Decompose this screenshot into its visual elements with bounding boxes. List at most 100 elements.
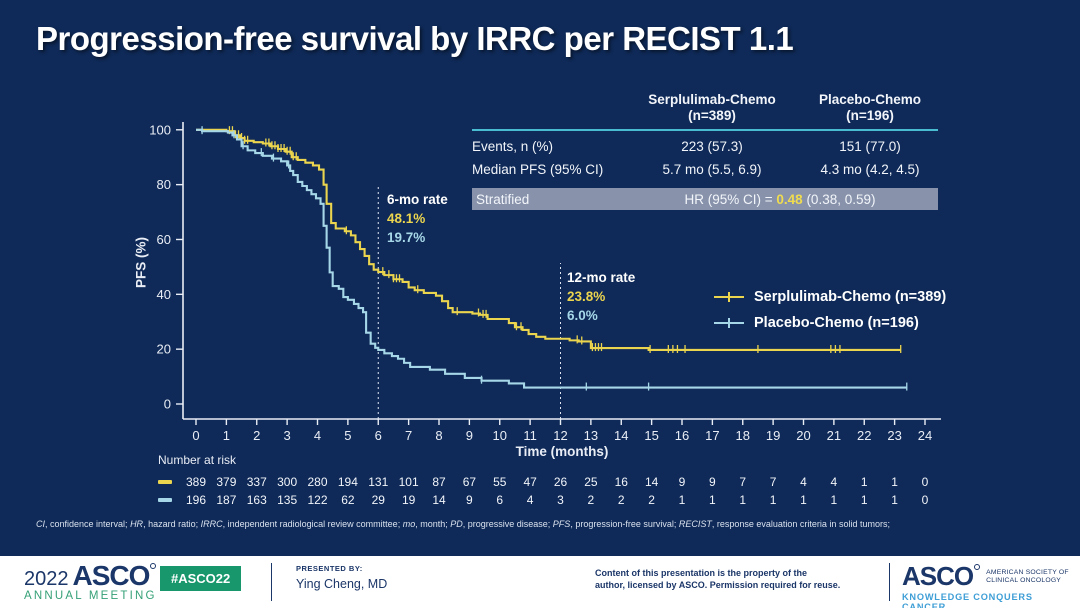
risk-count: 163	[246, 493, 267, 507]
column-header-serplulimab: Serplulimab-Chemo (n=389)	[648, 92, 776, 123]
annotation-12-month-rate: 12-mo rate 23.8% 6.0%	[567, 270, 636, 323]
stratified-label: Stratified	[476, 191, 530, 207]
risk-count: 67	[462, 475, 477, 489]
risk-count: 187	[216, 493, 237, 507]
annotation-6-month-rate: 6-mo rate 48.1% 19.7%	[387, 192, 448, 245]
x-tick-label: 22	[857, 428, 871, 443]
risk-count: 389	[185, 475, 207, 489]
risk-count: 135	[277, 493, 298, 507]
x-tick-label: 16	[675, 428, 689, 443]
events-placebo: 151 (77.0)	[839, 139, 901, 154]
presented-by-block: PRESENTED BY: Ying Cheng, MD	[296, 564, 387, 591]
table-header-rule	[472, 129, 938, 131]
legend-item-placebo: Placebo-Chemo (n=196)	[714, 310, 946, 336]
risk-count: 87	[432, 475, 446, 489]
risk-count: 1	[891, 493, 898, 507]
x-tick-label: 1	[223, 428, 230, 443]
serplulimab-line-swatch	[714, 291, 744, 303]
risk-count: 1	[739, 493, 747, 507]
y-tick-label: 0	[164, 397, 171, 412]
x-axis-title: Time (months)	[515, 444, 609, 459]
y-tick-label: 80	[157, 177, 171, 192]
legend-item-serplulimab: Serplulimab-Chemo (n=389)	[714, 284, 946, 310]
x-tick-label: 12	[553, 428, 567, 443]
risk-count: 379	[216, 475, 237, 489]
x-tick-label: 20	[796, 428, 810, 443]
risk-count: 1	[891, 475, 898, 489]
results-table: Serplulimab-Chemo (n=389) Placebo-Chemo …	[472, 92, 938, 210]
risk-count: 2	[648, 493, 655, 507]
risk-count: 4	[800, 475, 807, 489]
risk-count: 9	[466, 493, 473, 507]
risk-count: 131	[368, 475, 389, 489]
risk-row-marker-1	[158, 498, 172, 502]
y-tick-label: 20	[157, 342, 171, 357]
risk-count: 19	[401, 493, 416, 507]
rate-6mo-placebo: 19.7%	[387, 230, 426, 245]
asco-annual-meeting-logo: 2022 ASCO ANNUAL MEETING	[24, 560, 157, 602]
society-name: AMERICAN SOCIETY OF CLINICAL ONCOLOGY	[986, 568, 1069, 584]
registered-mark	[150, 563, 157, 569]
copyright-notice: Content of this presentation is the prop…	[595, 568, 841, 590]
risk-count: 300	[277, 475, 298, 489]
x-tick-label: 13	[584, 428, 598, 443]
risk-count: 9	[709, 475, 716, 489]
presented-by-label: PRESENTED BY:	[296, 564, 363, 573]
hashtag-badge: #ASCO22	[160, 566, 242, 591]
column-header-placebo: Placebo-Chemo (n=196)	[818, 92, 922, 123]
median-pfs-serplulimab: 5.7 mo (5.5, 6.9)	[662, 162, 762, 177]
x-tick-label: 2	[253, 428, 260, 443]
y-tick-label: 40	[157, 287, 171, 302]
x-tick-label: 24	[918, 428, 932, 443]
x-tick-label: 8	[435, 428, 442, 443]
x-tick-label: 15	[644, 428, 658, 443]
risk-count: 62	[341, 493, 355, 507]
abbreviations-footnote: CI, confidence interval; HR, hazard rati…	[36, 519, 890, 529]
risk-count: 1	[830, 493, 838, 507]
x-tick-label: 9	[466, 428, 473, 443]
registered-mark	[974, 564, 981, 570]
rate-12mo-placebo: 6.0%	[567, 308, 598, 323]
x-tick-label: 0	[192, 428, 199, 443]
footer-bar: 2022 ASCO ANNUAL MEETING #ASCO22 PRESENT…	[0, 556, 1080, 608]
asco-wordmark: ASCO	[73, 560, 157, 592]
x-tick-label: 14	[614, 428, 628, 443]
risk-count: 0	[921, 493, 929, 507]
x-tick-label: 3	[284, 428, 291, 443]
x-tick-label: 17	[705, 428, 719, 443]
risk-count: 47	[523, 475, 537, 489]
asco-society-logo: ASCO AMERICAN SOCIETY OF CLINICAL ONCOLO…	[902, 561, 1080, 608]
hazard-ratio-value: 0.48	[776, 191, 803, 207]
x-tick-label: 21	[827, 428, 841, 443]
x-tick-label: 23	[887, 428, 901, 443]
risk-count: 1	[769, 493, 777, 507]
x-tick-label: 7	[405, 428, 412, 443]
risk-count: 280	[307, 475, 328, 489]
risk-count: 2	[617, 493, 625, 507]
risk-count: 4	[830, 475, 838, 489]
x-tick-label: 19	[766, 428, 780, 443]
asco-logo-wordmark: ASCO	[902, 561, 981, 592]
risk-count: 194	[337, 475, 358, 489]
risk-count: 7	[739, 475, 747, 489]
table-corner-cell	[472, 92, 622, 129]
risk-count: 16	[614, 475, 628, 489]
risk-count: 55	[493, 475, 507, 489]
presenter-name: Ying Cheng, MD	[296, 577, 388, 591]
y-axis-title: PFS (%)	[133, 237, 149, 289]
risk-count: 4	[526, 493, 534, 507]
risk-count: 101	[398, 475, 419, 489]
risk-count: 14	[432, 493, 446, 507]
x-tick-label: 4	[314, 428, 321, 443]
footer-divider	[889, 563, 890, 601]
annual-meeting-label: ANNUAL MEETING	[24, 590, 157, 602]
risk-row-marker-0	[158, 480, 172, 484]
risk-count: 1	[709, 493, 716, 507]
risk-count: 6	[496, 493, 504, 507]
placebo-line-swatch	[714, 317, 744, 329]
risk-count: 0	[921, 475, 929, 489]
footer-divider	[271, 563, 272, 601]
median-pfs-placebo: 4.3 mo (4.2, 4.5)	[820, 162, 920, 177]
x-tick-label: 11	[523, 428, 537, 443]
